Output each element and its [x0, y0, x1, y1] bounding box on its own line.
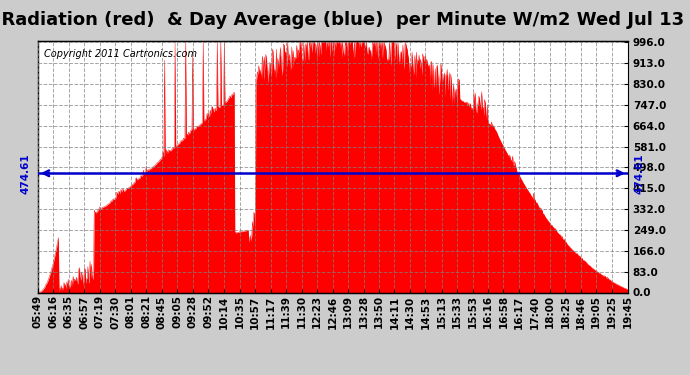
Text: 474.61: 474.61	[21, 153, 31, 194]
Text: Copyright 2011 Cartronics.com: Copyright 2011 Cartronics.com	[44, 49, 197, 59]
Text: 474.61: 474.61	[635, 153, 645, 194]
Text: Solar Radiation (red)  & Day Average (blue)  per Minute W/m2 Wed Jul 13 20:11: Solar Radiation (red) & Day Average (blu…	[0, 11, 690, 29]
